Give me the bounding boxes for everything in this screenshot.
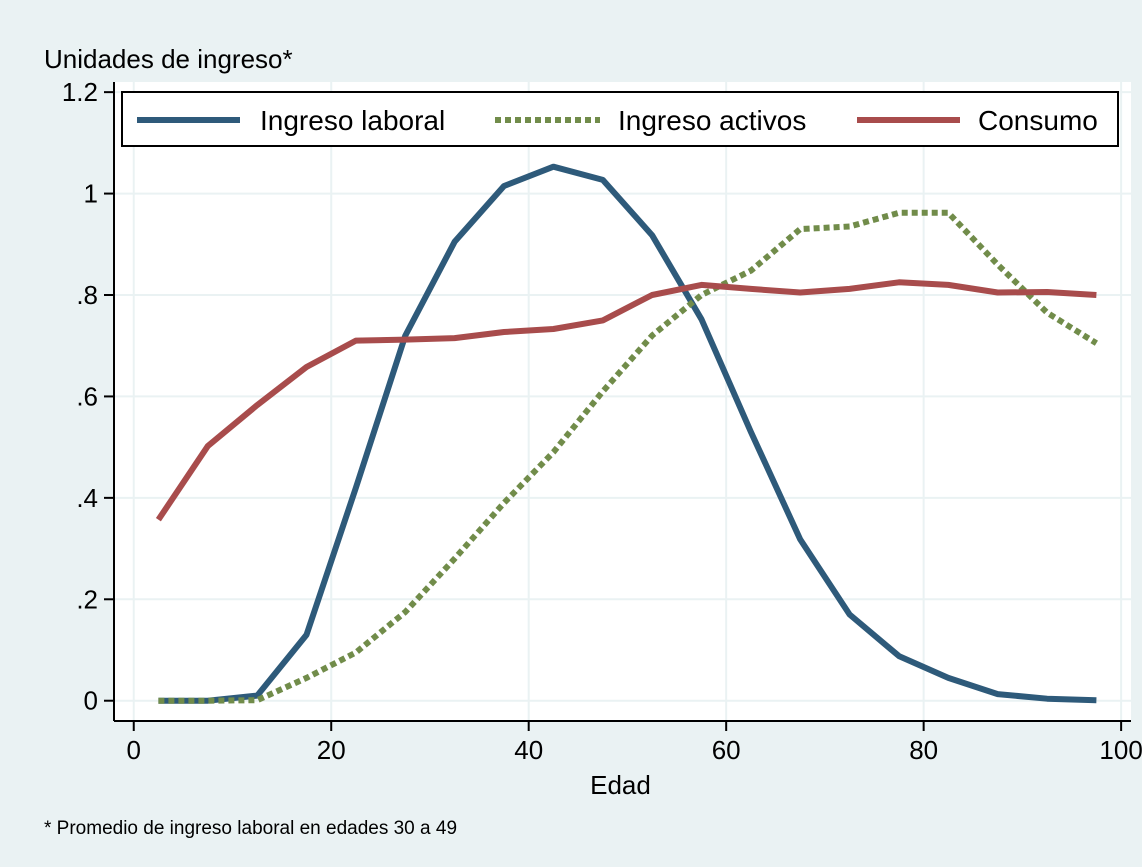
y-tick-label: .8 bbox=[76, 280, 98, 310]
legend: Ingreso laboral Ingreso activos Consumo bbox=[121, 91, 1119, 147]
series-line-consumo bbox=[155, 279, 1097, 522]
legend-label: Ingreso activos bbox=[618, 105, 806, 136]
legend-label: Consumo bbox=[978, 105, 1098, 136]
legend-label: Ingreso laboral bbox=[260, 105, 445, 136]
x-tick-label: 80 bbox=[909, 735, 938, 765]
y-tick-label: 1.2 bbox=[62, 77, 98, 107]
y-tick-label: 0 bbox=[84, 686, 98, 716]
x-tick-label: 100 bbox=[1099, 735, 1142, 765]
x-tick-label: 0 bbox=[127, 735, 141, 765]
y-tick-label: 1 bbox=[84, 179, 98, 209]
series-line-ingreso-activos bbox=[158, 209, 1098, 704]
y-tick-label: .2 bbox=[76, 584, 98, 614]
x-axis-title: Edad bbox=[590, 770, 651, 800]
x-tick-label: 40 bbox=[514, 735, 543, 765]
series-line-ingreso-laboral bbox=[158, 163, 1097, 704]
plot-area-background bbox=[114, 82, 1131, 721]
x-tick-label: 20 bbox=[317, 735, 346, 765]
footnote: * Promedio de ingreso laboral en edades … bbox=[44, 818, 457, 839]
axes: 0 .2 .4 .6 .8 1 1.2 0 20 40 60 80 100 bbox=[62, 77, 1142, 765]
y-tick-label: .4 bbox=[76, 483, 98, 513]
series-group bbox=[155, 163, 1098, 704]
y-tick-label: .6 bbox=[76, 381, 98, 411]
x-tick-label: 60 bbox=[712, 735, 741, 765]
y-axis-title: Unidades de ingreso* bbox=[44, 44, 293, 74]
